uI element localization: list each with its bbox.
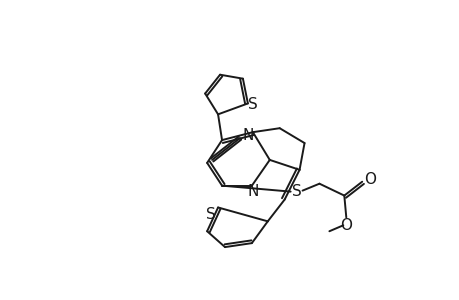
Text: S: S <box>291 184 301 199</box>
Text: N: N <box>246 184 258 199</box>
Text: O: O <box>364 172 375 187</box>
Text: O: O <box>340 218 352 233</box>
Text: N: N <box>242 128 253 142</box>
Text: S: S <box>247 97 257 112</box>
Text: S: S <box>206 207 216 222</box>
